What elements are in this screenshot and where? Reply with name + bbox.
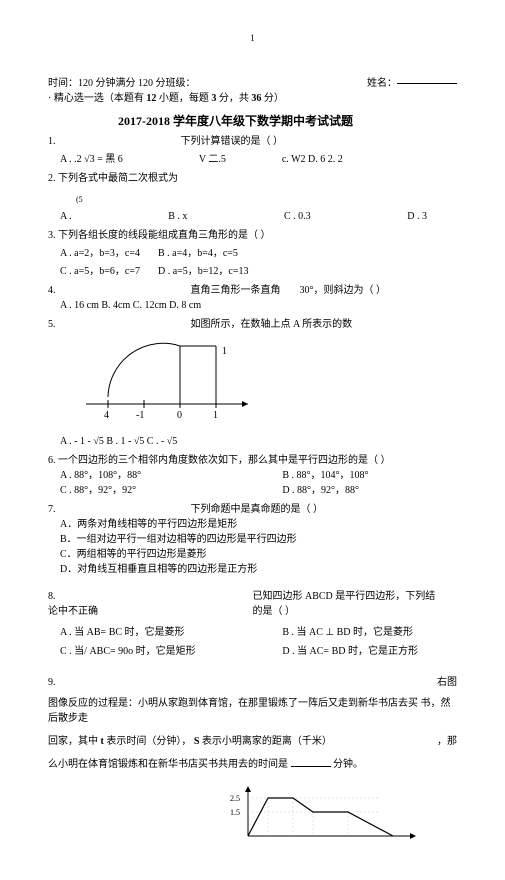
q7-stem: 下列命题中是真命题的是（ ） xyxy=(191,504,324,515)
q8-d: D . 当 AC= BD 时，它是正方形 xyxy=(282,644,457,659)
q9-l2a: 回家，其中 xyxy=(48,736,98,747)
q9-l2f: ，那 xyxy=(437,734,457,749)
y-15: 1.5 xyxy=(230,808,240,817)
q1-a: A . .2 √3 = 黑 6 xyxy=(60,152,123,167)
q6-c: C . 88°，92°，92° xyxy=(60,483,282,498)
q9-line1: 图像反应的过程是：小明从家跑到体育馆，在那里锻炼了一阵后又走到新华书店去买 书，… xyxy=(48,696,457,726)
q9-s: S xyxy=(194,736,200,747)
q9-right: 右图 xyxy=(437,675,457,690)
q7-c: C．两组相等的平行四边形是菱形 xyxy=(60,547,457,562)
q1-b: V 二.5 xyxy=(199,152,226,167)
sect-3: 3 xyxy=(211,93,216,104)
q9-blank xyxy=(291,766,331,767)
exam-title: 2017-2018 学年度八年级下数学期中考试试题 xyxy=(118,112,457,130)
q8-right: 已知四边形 ABCD 是平行四边形，下列结 xyxy=(253,589,436,604)
distance-time-svg: 2.5 1.5 xyxy=(228,784,418,844)
sect-prefix: · 精心选一选（本题有 xyxy=(48,93,144,104)
q9-line3: 么小明在体育馆锻炼和在新华书店买书共用去的时间是 xyxy=(48,759,288,770)
question-8: 8. 已知四边形 ABCD 是平行四边形，下列结 论中不正确 的是（ ） A .… xyxy=(48,589,457,659)
question-2: 2. 下列各式中最简二次根式为 (5 A . B . x C . 0.3 D .… xyxy=(48,171,457,224)
q5-stem: 如图所示，在数轴上点 A 所表示的数 xyxy=(191,319,353,330)
q3-options-row2: C . a=5，b=6，c=7 D . a=5，b=12，c=13 xyxy=(60,264,457,279)
q9-line2: 回家，其中 t 表示时间（分钟）， S 表示小明离家的距离（千米） ，那 xyxy=(48,734,457,749)
q9-no: 9. xyxy=(48,675,56,690)
q2-stem: 下列各式中最简二次根式为 xyxy=(58,173,178,184)
q2-extra: (5 xyxy=(76,194,457,206)
question-7: 7. 下列命题中是真命题的是（ ） A．两条对角线相等的平行四边形是矩形 B．一… xyxy=(48,502,457,577)
q8-a: A . 当 AB= BC 时，它是菱形 xyxy=(60,625,282,640)
q8-c: C . 当/ ABC= 90o 时，它是矩形 xyxy=(60,644,282,659)
q3-options-row1: A . a=2，b=3，c=4 B . a=4，b=4，c=5 xyxy=(60,246,457,261)
q8-no: 8. xyxy=(48,589,253,604)
header-time-line: 时间：120 分钟满分 120 分班级： 姓名： xyxy=(48,76,457,91)
q8-options: A . 当 AB= BC 时，它是菱形 C . 当/ ABC= 90o 时，它是… xyxy=(60,625,457,659)
axis-4: 4 xyxy=(104,410,109,421)
q2-d: D . 3 xyxy=(407,209,427,224)
question-6: 6. 一个四边形的三个相邻内角度数依次如下，那么其中是平行四边形的是（ ） A … xyxy=(48,453,457,498)
page-number: 1 xyxy=(48,32,457,46)
q6-stem: 一个四边形的三个相邻内角度数依次如下，那么其中是平行四边形的是（ ） xyxy=(58,455,391,466)
q3-b: B . a=4，b=4，c=5 xyxy=(158,246,238,261)
y-25: 2.5 xyxy=(230,794,240,803)
q4-a: A . 16 cm B. 4cm C. 12cm D. 8 cm xyxy=(60,300,201,311)
q5-diagram: 1 4 -1 0 1 xyxy=(78,342,258,432)
section-heading: · 精心选一选（本题有 12 小题，每题 3 分，共 36 分） xyxy=(48,91,457,106)
q9-line3-suf: 分钟。 xyxy=(333,759,363,770)
number-line-svg: 1 4 -1 0 1 xyxy=(78,342,258,437)
q4-stem2: 30°，则斜边为（ ） xyxy=(300,285,387,296)
sect-m1: 小题，每题 xyxy=(159,93,209,104)
question-4: 4. 直角三角形一条直角 30°，则斜边为（ ） A . 16 cm B. 4c… xyxy=(48,283,457,313)
q1-c: c. W2 D. 6 2. 2 xyxy=(282,152,343,167)
sect-36: 36 xyxy=(251,93,261,104)
name-label: 姓名： xyxy=(367,76,397,91)
axis-top-1: 1 xyxy=(222,346,227,357)
q3-stem: 下列各组长度的线段能组成直角三角形的是（ ） xyxy=(58,230,271,241)
question-3: 3. 下列各组长度的线段能组成直角三角形的是（ ） A . a=2，b=3，c=… xyxy=(48,228,457,279)
question-5: 5. 如图所示，在数轴上点 A 所表示的数 1 4 -1 0 1 A . - 1… xyxy=(48,317,457,449)
q6-a: A . 88°，108°，88° xyxy=(60,468,282,483)
q3-c: C . a=5，b=6，c=7 xyxy=(60,264,140,279)
q2-no: 2. xyxy=(48,173,56,184)
q6-options: A . 88°，108°，88° C . 88°，92°，92° B . 88°… xyxy=(60,468,457,498)
q3-no: 3. xyxy=(48,230,56,241)
sect-12: 12 xyxy=(146,93,156,104)
q9-line3-row: 么小明在体育馆锻炼和在新华书店买书共用去的时间是 分钟。 xyxy=(48,757,457,772)
q4-stem1: 直角三角形一条直角 xyxy=(191,285,281,296)
q1-options: A . .2 √3 = 黑 6 V 二.5 c. W2 D. 6 2. 2 xyxy=(60,152,457,167)
q8-left: 论中不正确 xyxy=(48,604,253,619)
q8-right2: 的是（ ） xyxy=(253,604,296,619)
q2-c: C . 0.3 xyxy=(284,209,311,224)
q3-a: A . a=2，b=3，c=4 xyxy=(60,246,140,261)
q1-no: 1. xyxy=(48,136,56,147)
axis-1: 1 xyxy=(213,410,218,421)
axis-neg1: -1 xyxy=(136,410,144,421)
time-text: 时间：120 分钟满分 120 分班级： xyxy=(48,76,196,91)
q4-no: 4. xyxy=(48,285,56,296)
q9-l2c: 表示时间（分钟）， xyxy=(106,736,191,747)
q2-b: B . x xyxy=(168,209,187,224)
q9-l2e: 表示小明离家的距离（千米） xyxy=(202,736,332,747)
question-9: 9. 右图 图像反应的过程是：小明从家跑到体育馆，在那里锻炼了一阵后又走到新华书… xyxy=(48,675,457,844)
q1-stem: 下列计算错误的是（ ） xyxy=(181,136,284,147)
axis-0: 0 xyxy=(177,410,182,421)
sect-m2: 分，共 xyxy=(219,93,249,104)
q6-no: 6. xyxy=(48,455,56,466)
sect-suf: 分） xyxy=(264,93,284,104)
q7-no: 7. xyxy=(48,504,56,515)
q2-options: A . B . x C . 0.3 D . 3 xyxy=(60,209,457,224)
q6-b: B . 88°，104°，108° xyxy=(282,468,457,483)
question-1: 1. 下列计算错误的是（ ） A . .2 √3 = 黑 6 V 二.5 c. … xyxy=(48,134,457,167)
q7-b: B．一组对边平行一组对边相等的四边形是平行四边形 xyxy=(60,532,457,547)
q6-d: D . 88°，92°，88° xyxy=(282,483,457,498)
q9-graph: 2.5 1.5 xyxy=(228,784,418,844)
q3-d: D . a=5，b=12，c=13 xyxy=(158,264,249,279)
q9-t: t xyxy=(101,736,104,747)
q7-d: D．对角线互相垂直且相等的四边形是正方形 xyxy=(60,562,457,577)
q8-b: B . 当 AC ⊥ BD 时，它是菱形 xyxy=(282,625,457,640)
q5-no: 5. xyxy=(48,319,56,330)
q2-a: A . xyxy=(60,209,72,224)
q7-a: A．两条对角线相等的平行四边形是矩形 xyxy=(60,517,457,532)
name-blank xyxy=(397,83,457,84)
q4-options: A . 16 cm B. 4cm C. 12cm D. 8 cm xyxy=(60,298,457,313)
